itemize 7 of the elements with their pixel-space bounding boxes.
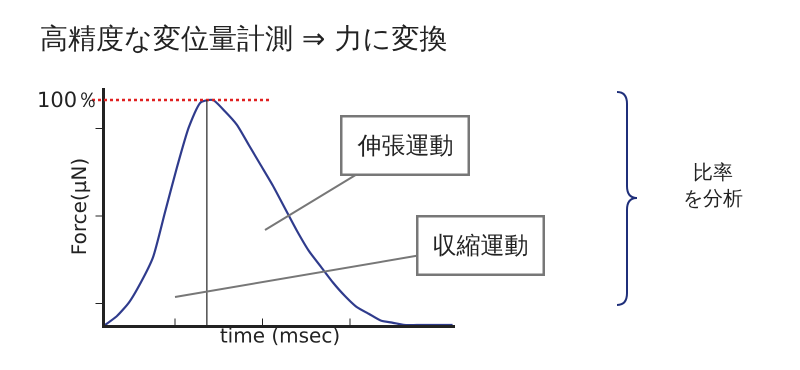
x-axis-title: time (msec) — [220, 323, 340, 348]
y-axis-title: Force(μN) — [66, 158, 91, 256]
chart-title: 高精度な変位量計測 ⇒ 力に変換 — [40, 22, 448, 55]
ref-line-label: 100％ — [37, 88, 98, 112]
annotation: 収縮運動 — [432, 232, 528, 260]
annotation: 伸張運動 — [356, 132, 454, 160]
text: 比率を分析 — [683, 160, 743, 210]
